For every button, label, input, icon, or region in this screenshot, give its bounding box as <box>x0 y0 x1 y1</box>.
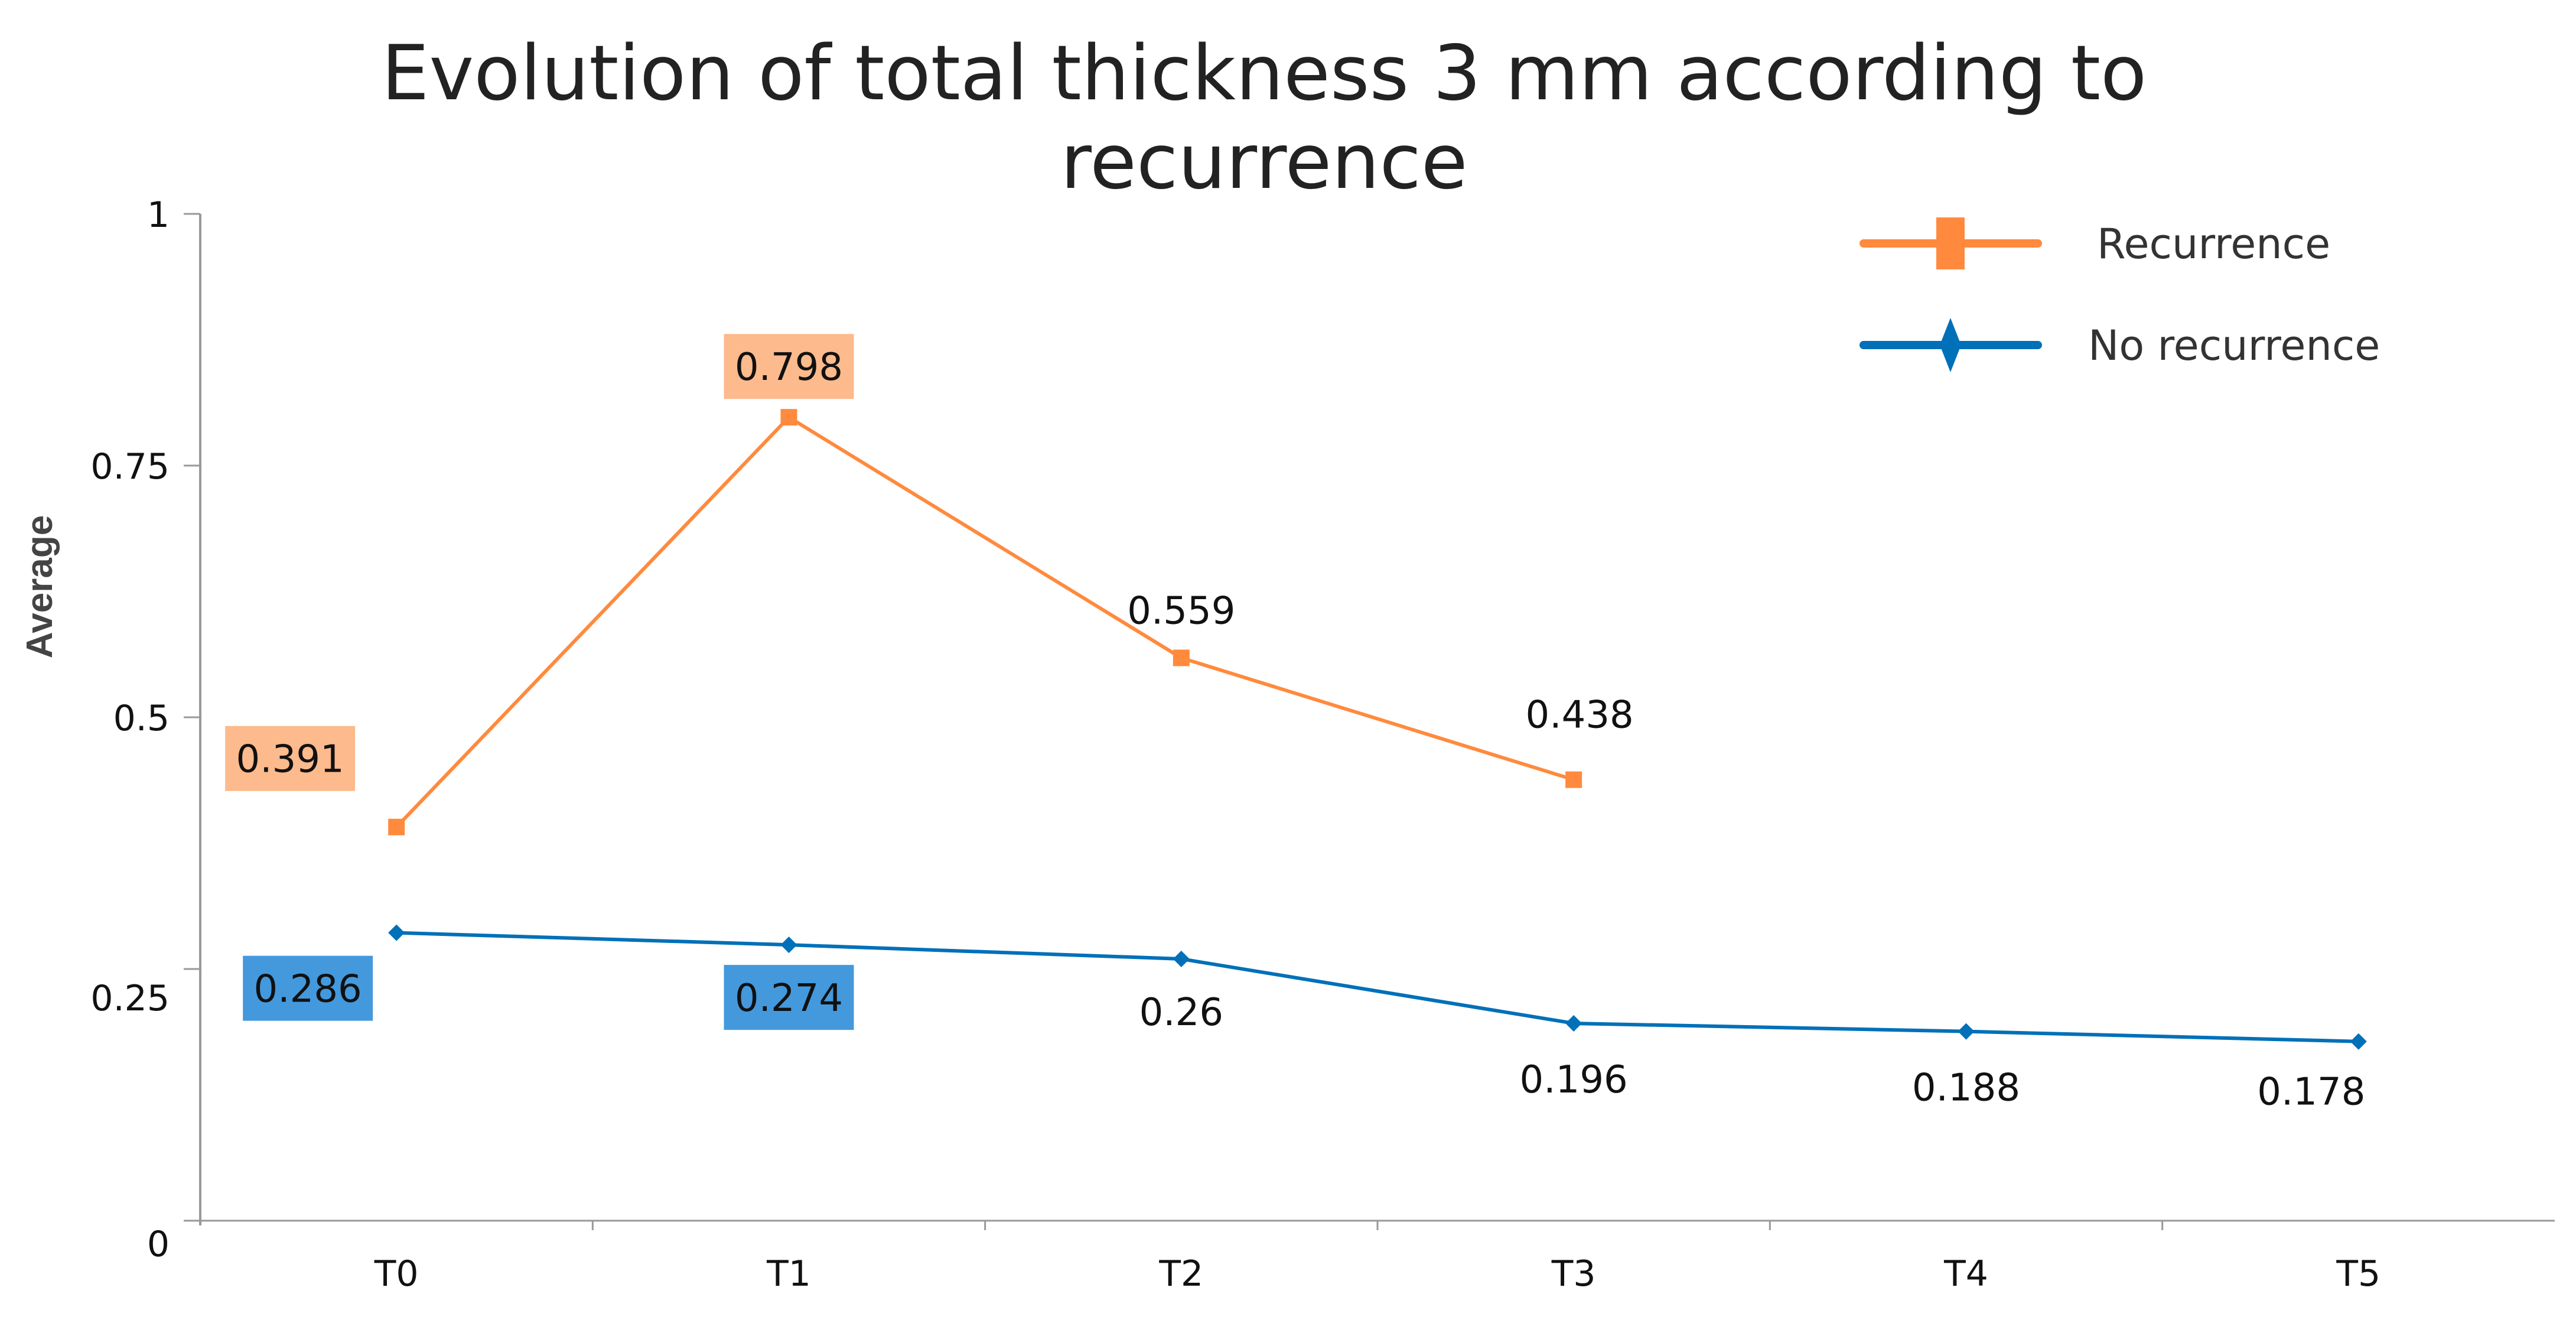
legend-label: No recurrence <box>2088 321 2380 370</box>
y-tick-label: 0.25 <box>90 978 170 1019</box>
y-tick-label: 0.75 <box>90 446 170 487</box>
data-label: 0.196 <box>1520 1058 1628 1102</box>
data-label: 0.391 <box>236 738 344 782</box>
legend-item-recurrence: Recurrence <box>1859 217 2330 269</box>
data-point-diamond <box>1958 1023 1975 1040</box>
data-label: 0.286 <box>254 968 362 1012</box>
x-tick-label: T1 <box>766 1253 811 1295</box>
data-label: 0.188 <box>1912 1066 2020 1110</box>
series-recurrence: 0.391 0.798 0.559 0.438 <box>225 334 1634 835</box>
legend: Recurrence No recurrence <box>1859 217 2380 372</box>
legend-square-icon <box>1936 217 1965 269</box>
chart-title-line-2: recurrence <box>1060 118 1467 206</box>
axes: 0 0.25 0.5 0.75 1 T0 T1 T2 T3 T4 T5 <box>90 194 2555 1295</box>
data-label: 0.26 <box>1139 991 1224 1035</box>
data-label: 0.274 <box>735 977 843 1020</box>
data-point-diamond <box>1173 950 1190 967</box>
y-tick-label: 1 <box>147 194 170 236</box>
x-tick-label: T2 <box>1158 1253 1203 1295</box>
x-tick-label: T0 <box>374 1253 419 1295</box>
series-no-recurrence: 0.286 0.274 0.26 0.196 0.188 0.178 <box>243 924 2367 1114</box>
legend-diamond-icon <box>1940 318 1961 372</box>
y-axis-label: Average <box>19 515 60 658</box>
data-label-box <box>243 955 373 1021</box>
data-label: 0.798 <box>735 346 843 389</box>
data-label-box <box>724 334 854 399</box>
series-line <box>396 931 2359 1043</box>
series-line <box>395 415 1575 828</box>
y-tick-label: 0 <box>147 1224 170 1265</box>
x-tick-label: T5 <box>2336 1253 2380 1295</box>
x-tick-label: T3 <box>1551 1253 1596 1295</box>
data-label: 0.438 <box>1526 694 1634 737</box>
data-label: 0.559 <box>1127 589 1235 633</box>
y-tick-label: 0.5 <box>113 698 170 739</box>
data-label: 0.178 <box>2257 1071 2365 1114</box>
data-point-diamond <box>388 924 405 941</box>
x-tick-label: T4 <box>1943 1253 1988 1295</box>
data-point-diamond <box>780 936 797 954</box>
data-point-square <box>780 409 797 426</box>
legend-label: Recurrence <box>2097 220 2330 268</box>
data-point-diamond <box>2350 1033 2367 1050</box>
data-point-diamond <box>1565 1015 1582 1032</box>
data-point-square <box>1173 649 1190 666</box>
data-point-square <box>1565 771 1582 788</box>
data-label-box <box>225 726 356 791</box>
legend-item-no-recurrence: No recurrence <box>1859 318 2380 372</box>
data-label-box <box>724 965 854 1030</box>
data-point-square <box>388 818 405 835</box>
chart-title-line-1: Evolution of total thickness 3 mm accord… <box>382 30 2147 118</box>
